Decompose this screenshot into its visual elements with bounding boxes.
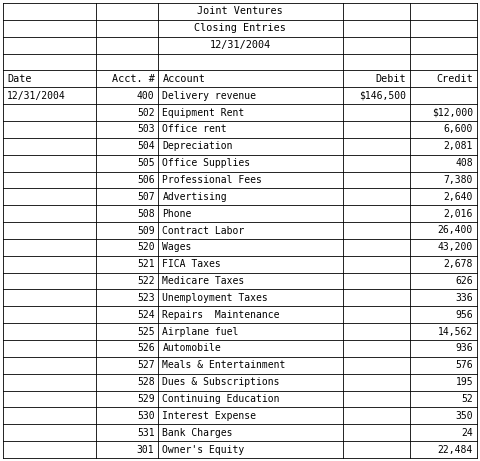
Text: 12/31/2004: 12/31/2004 bbox=[7, 91, 66, 100]
Text: 576: 576 bbox=[456, 361, 473, 370]
Text: 522: 522 bbox=[137, 276, 155, 286]
Text: Medicare Taxes: Medicare Taxes bbox=[162, 276, 245, 286]
Text: $146,500: $146,500 bbox=[359, 91, 406, 100]
Text: Equipment Rent: Equipment Rent bbox=[162, 107, 245, 118]
Text: 22,484: 22,484 bbox=[438, 444, 473, 455]
Text: 301: 301 bbox=[137, 444, 155, 455]
Text: Closing Entries: Closing Entries bbox=[194, 23, 286, 33]
Text: Continuing Education: Continuing Education bbox=[162, 394, 280, 404]
Text: 2,678: 2,678 bbox=[444, 259, 473, 269]
Text: 2,081: 2,081 bbox=[444, 141, 473, 151]
Text: 24: 24 bbox=[461, 428, 473, 438]
Text: 43,200: 43,200 bbox=[438, 242, 473, 252]
Text: Credit: Credit bbox=[436, 74, 473, 84]
Text: Acct. #: Acct. # bbox=[111, 74, 155, 84]
Text: 12/31/2004: 12/31/2004 bbox=[209, 40, 271, 50]
Text: 2,016: 2,016 bbox=[444, 209, 473, 219]
Text: Dues & Subscriptions: Dues & Subscriptions bbox=[162, 377, 280, 387]
Text: 26,400: 26,400 bbox=[438, 225, 473, 236]
Text: $12,000: $12,000 bbox=[432, 107, 473, 118]
Text: 350: 350 bbox=[456, 411, 473, 421]
Text: 505: 505 bbox=[137, 158, 155, 168]
Text: 506: 506 bbox=[137, 175, 155, 185]
Text: 527: 527 bbox=[137, 361, 155, 370]
Text: Professional Fees: Professional Fees bbox=[162, 175, 263, 185]
Text: 195: 195 bbox=[456, 377, 473, 387]
Text: 507: 507 bbox=[137, 192, 155, 202]
Text: Owner's Equity: Owner's Equity bbox=[162, 444, 245, 455]
Text: Contract Labor: Contract Labor bbox=[162, 225, 245, 236]
Text: Interest Expense: Interest Expense bbox=[162, 411, 256, 421]
Text: 626: 626 bbox=[456, 276, 473, 286]
Text: 956: 956 bbox=[456, 310, 473, 320]
Text: Office Supplies: Office Supplies bbox=[162, 158, 251, 168]
Text: Advertising: Advertising bbox=[162, 192, 227, 202]
Text: 520: 520 bbox=[137, 242, 155, 252]
Text: 408: 408 bbox=[456, 158, 473, 168]
Text: 523: 523 bbox=[137, 293, 155, 303]
Text: 529: 529 bbox=[137, 394, 155, 404]
Text: FICA Taxes: FICA Taxes bbox=[162, 259, 221, 269]
Text: 530: 530 bbox=[137, 411, 155, 421]
Text: 336: 336 bbox=[456, 293, 473, 303]
Text: Airplane fuel: Airplane fuel bbox=[162, 326, 239, 337]
Text: Joint Ventures: Joint Ventures bbox=[197, 6, 283, 17]
Text: 936: 936 bbox=[456, 343, 473, 354]
Text: Debit: Debit bbox=[375, 74, 406, 84]
Text: 528: 528 bbox=[137, 377, 155, 387]
Text: 509: 509 bbox=[137, 225, 155, 236]
Text: 525: 525 bbox=[137, 326, 155, 337]
Text: Date: Date bbox=[7, 74, 32, 84]
Text: 7,380: 7,380 bbox=[444, 175, 473, 185]
Text: 503: 503 bbox=[137, 124, 155, 135]
Text: 400: 400 bbox=[137, 91, 155, 100]
Text: Delivery revenue: Delivery revenue bbox=[162, 91, 256, 100]
Text: 508: 508 bbox=[137, 209, 155, 219]
Text: 14,562: 14,562 bbox=[438, 326, 473, 337]
Text: Meals & Entertainment: Meals & Entertainment bbox=[162, 361, 286, 370]
Text: 524: 524 bbox=[137, 310, 155, 320]
Text: Repairs  Maintenance: Repairs Maintenance bbox=[162, 310, 280, 320]
Text: Wages: Wages bbox=[162, 242, 192, 252]
Text: 531: 531 bbox=[137, 428, 155, 438]
Text: 526: 526 bbox=[137, 343, 155, 354]
Text: 502: 502 bbox=[137, 107, 155, 118]
Text: Unemployment Taxes: Unemployment Taxes bbox=[162, 293, 268, 303]
Text: 52: 52 bbox=[461, 394, 473, 404]
Text: Phone: Phone bbox=[162, 209, 192, 219]
Text: Automobile: Automobile bbox=[162, 343, 221, 354]
Text: Bank Charges: Bank Charges bbox=[162, 428, 233, 438]
Text: Office rent: Office rent bbox=[162, 124, 227, 135]
Text: 521: 521 bbox=[137, 259, 155, 269]
Text: 504: 504 bbox=[137, 141, 155, 151]
Text: 2,640: 2,640 bbox=[444, 192, 473, 202]
Text: Account: Account bbox=[162, 74, 205, 84]
Text: Depreciation: Depreciation bbox=[162, 141, 233, 151]
Text: 6,600: 6,600 bbox=[444, 124, 473, 135]
